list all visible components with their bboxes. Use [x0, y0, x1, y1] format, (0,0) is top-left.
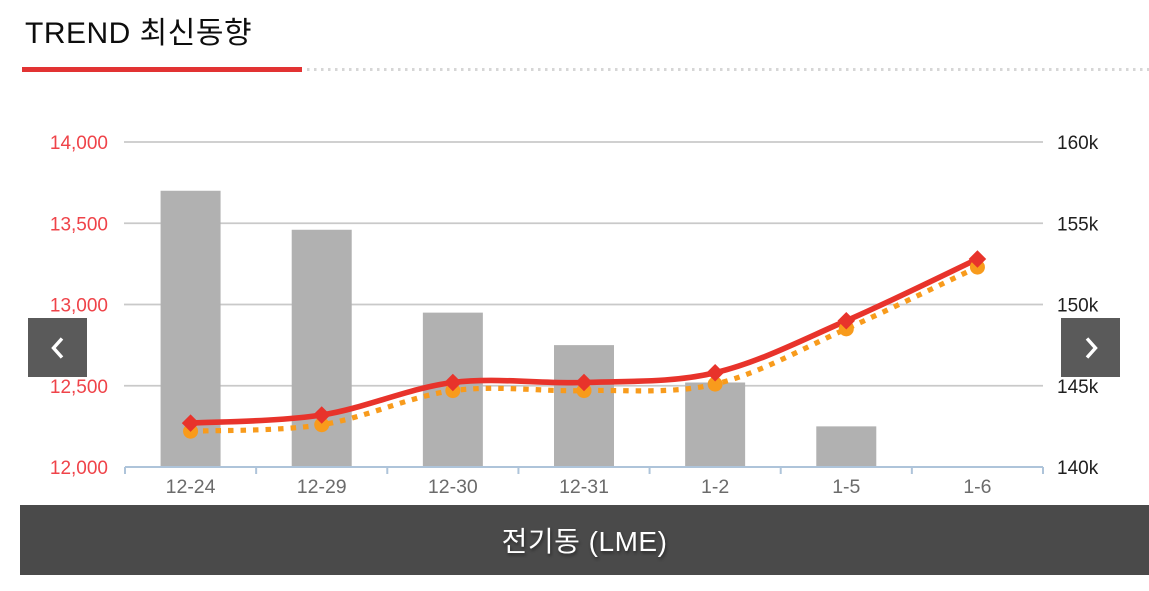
orange-circle-marker [314, 417, 330, 433]
right-axis-label: 145k [1057, 377, 1099, 398]
title-underline-red [22, 67, 302, 72]
chevron-right-icon [1085, 336, 1098, 359]
x-tick-label: 1-2 [701, 476, 729, 498]
left-axis-label: 13,500 [50, 214, 108, 235]
red-diamond-marker [444, 373, 462, 392]
orange-circle-marker [707, 376, 723, 392]
title-underline-dotted [307, 68, 1149, 71]
x-tick-label: 12-24 [166, 476, 216, 498]
right-axis-label: 160k [1057, 133, 1099, 154]
right-axis-label: 150k [1057, 296, 1099, 317]
slide-caption[interactable]: 전기동 (LME) [20, 505, 1149, 575]
chevron-left-icon [50, 336, 63, 359]
x-tick-label: 12-30 [428, 476, 478, 498]
red-diamond-marker [575, 373, 593, 392]
bar-12-31 [554, 345, 614, 467]
x-tick-label: 1-5 [832, 476, 860, 498]
red-diamond-marker [968, 250, 987, 268]
bar-1-5 [816, 426, 877, 467]
left-axis-label: 14,000 [50, 133, 108, 154]
x-tick-label: 12-31 [559, 476, 609, 498]
red-diamond-marker [837, 311, 856, 330]
red-diamond-marker [312, 406, 331, 424]
bar-1-2 [685, 382, 746, 467]
x-tick-label: 12-29 [297, 476, 347, 498]
left-axis-label: 13,000 [50, 296, 108, 317]
x-tick-label: 1-6 [963, 476, 991, 498]
right-axis-label: 140k [1057, 458, 1099, 479]
left-axis-label: 12,500 [50, 377, 108, 398]
carousel-next-button[interactable] [1061, 318, 1120, 377]
page-title: TREND 최신동향 [25, 17, 253, 50]
right-axis-label: 155k [1057, 214, 1099, 235]
left-axis-label: 12,000 [50, 458, 108, 479]
carousel-prev-button[interactable] [28, 318, 87, 377]
red-diamond-marker [706, 363, 724, 382]
